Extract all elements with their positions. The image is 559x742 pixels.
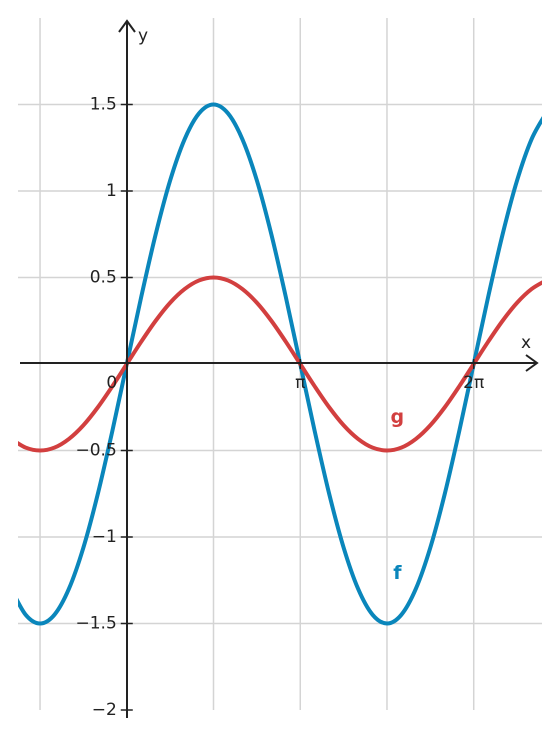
y-tick-label: −1.5 — [75, 614, 116, 634]
axes: x y 0 π 2π −2 −1.5 −1 −0.5 0.5 1 1.5 — [20, 19, 539, 720]
curve-label: f — [393, 562, 402, 584]
y-tick-label: 1.5 — [90, 95, 117, 115]
x-tick-label: π — [295, 373, 305, 393]
y-tick-label: 0.5 — [90, 268, 117, 288]
y-axis-label: y — [138, 26, 148, 46]
curve — [18, 275, 542, 453]
y-tick-label: −2 — [92, 700, 117, 720]
y-tick-label: 1 — [106, 181, 117, 201]
curve-label: g — [391, 406, 405, 428]
x-tick-label: 0 — [106, 373, 117, 393]
x-axis-label: x — [521, 333, 531, 353]
curve — [18, 102, 542, 626]
curves — [18, 102, 542, 626]
y-tick-label: −1 — [92, 527, 117, 547]
x-tick-label: 2π — [463, 373, 484, 393]
y-tick-label: −0.5 — [75, 441, 116, 461]
x-arrow — [525, 354, 539, 372]
y-arrow — [118, 19, 136, 33]
